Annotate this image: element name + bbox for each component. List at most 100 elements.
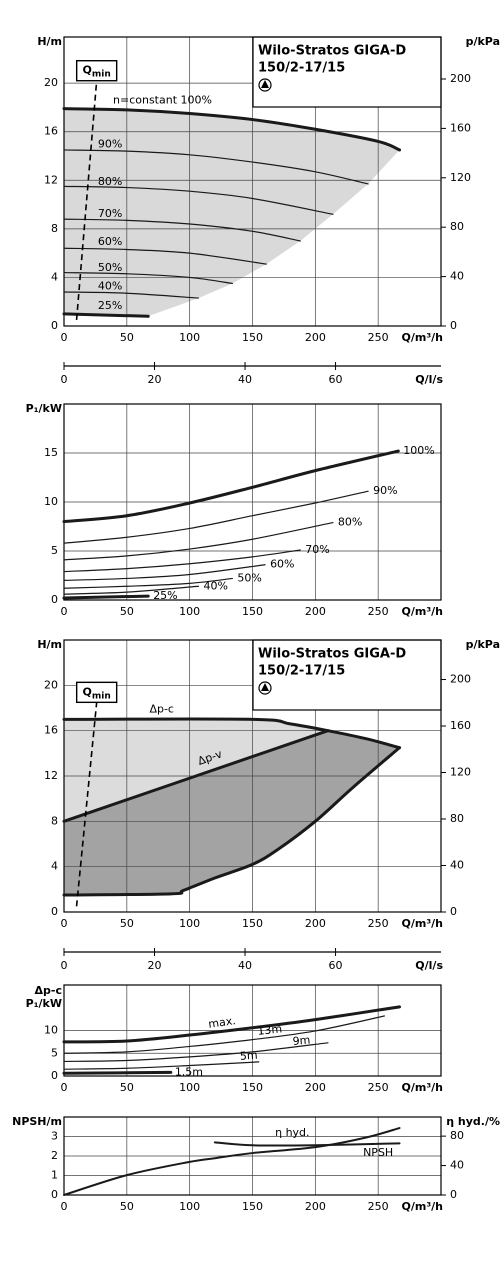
y2-tick-label: 40 <box>450 270 464 283</box>
curve <box>62 107 402 152</box>
y-tick-label: 12 <box>44 173 58 186</box>
plot-frame <box>63 403 442 601</box>
y-axis-label: H/m <box>37 35 62 48</box>
x-tick-label: 50 <box>120 1200 134 1213</box>
x-tick-label: 200 <box>305 1200 326 1213</box>
x-tick-label: 150 <box>242 1200 263 1213</box>
x-axis-label: Q/l/s <box>415 959 443 972</box>
x-tick-label: 100 <box>179 917 200 930</box>
curve-label: 5m <box>239 1049 258 1063</box>
plot-frame <box>63 36 442 327</box>
curve <box>63 549 301 573</box>
qmin-line <box>75 702 98 907</box>
qmin-line <box>75 80 98 320</box>
curve <box>62 746 402 897</box>
x-tick-label: 60 <box>329 959 343 972</box>
y-tick-label: 4 <box>51 270 58 283</box>
curve-label: η hyd. <box>275 1126 309 1139</box>
x-tick-label: 20 <box>148 373 162 386</box>
curve-label: 25% <box>153 589 177 602</box>
y2-tick-label: 40 <box>450 1159 464 1172</box>
y-tick-label: 16 <box>44 125 58 138</box>
curve <box>62 449 400 524</box>
curve-label: 70% <box>305 543 329 556</box>
curve <box>63 271 233 285</box>
curve-label: 40% <box>98 280 122 293</box>
x-axis-label: Q/m³/h <box>402 1081 444 1094</box>
y2-tick-label: 0 <box>450 319 457 332</box>
chart-title: 150/2-17/15 <box>258 61 345 76</box>
y-axis-label: NPSH/m <box>12 1115 62 1128</box>
curve <box>63 1042 329 1063</box>
curve-label: 40% <box>203 579 227 592</box>
curve-label: n=constant 100% <box>113 94 212 107</box>
x-tick-label: 50 <box>120 1081 134 1094</box>
x-tick-label: 200 <box>305 331 326 344</box>
y2-tick-label: 200 <box>450 72 471 85</box>
curve <box>63 1127 401 1196</box>
x-tick-label: 100 <box>179 331 200 344</box>
curve-label: NPSH <box>363 1146 393 1159</box>
y-tick-label: 15 <box>44 446 58 459</box>
curve-label: 60% <box>98 235 122 248</box>
y-tick-label: 4 <box>51 860 58 873</box>
x-tick-label: 40 <box>238 373 252 386</box>
y2-axis-label: p/kPa <box>466 35 500 48</box>
y-tick-label: 0 <box>51 593 58 606</box>
curve <box>63 564 266 581</box>
x-tick-label: 200 <box>305 917 326 930</box>
x-tick-label: 50 <box>120 605 134 618</box>
y-tick-label: 5 <box>51 544 58 557</box>
y-tick-label: 16 <box>44 724 58 737</box>
curve <box>63 521 334 561</box>
y-tick-label: 8 <box>51 222 58 235</box>
curve-label: 80% <box>98 175 122 188</box>
y-tick-label: 10 <box>44 1024 58 1037</box>
y2-tick-label: 120 <box>450 171 471 184</box>
x-tick-label: 40 <box>238 959 252 972</box>
curve <box>62 1005 402 1044</box>
y2-tick-label: 160 <box>450 719 471 732</box>
x-tick-label: 250 <box>368 331 389 344</box>
curve-label: max. <box>208 1014 237 1031</box>
curve-label: 90% <box>373 484 397 497</box>
y-axis-label: P₁/kW <box>26 402 62 415</box>
x-tick-label: 0 <box>61 373 68 386</box>
curve <box>63 149 369 185</box>
x-tick-label: 0 <box>61 331 68 344</box>
x-tick-label: 0 <box>61 959 68 972</box>
curve-label: 70% <box>98 207 122 220</box>
x-axis-label: Q/m³/h <box>402 1200 444 1213</box>
x-tick-label: 60 <box>329 373 343 386</box>
y-tick-label: 0 <box>51 905 58 918</box>
y-tick-label: 5 <box>51 1046 58 1059</box>
y-tick-label: 20 <box>44 678 58 691</box>
x-tick-label: 250 <box>368 1081 389 1094</box>
x-tick-label: 250 <box>368 1200 389 1213</box>
y-tick-label: 3 <box>51 1130 58 1143</box>
x-tick-label: 250 <box>368 605 389 618</box>
y2-tick-label: 0 <box>450 1188 457 1201</box>
curve <box>63 490 369 544</box>
curve <box>63 247 267 265</box>
y-axis-label: P₁/kW <box>26 997 62 1010</box>
x-tick-label: 0 <box>61 1081 68 1094</box>
curve <box>63 585 200 595</box>
x-tick-label: 150 <box>242 917 263 930</box>
y-tick-label: 8 <box>51 814 58 827</box>
curve-label: 50% <box>237 571 261 584</box>
curve <box>62 1070 173 1075</box>
x-axis-label: Q/m³/h <box>402 331 444 344</box>
x-tick-label: 200 <box>305 605 326 618</box>
x-tick-label: 0 <box>61 917 68 930</box>
y-tick-label: 1 <box>51 1169 58 1182</box>
curve <box>62 717 402 750</box>
qmin-label-main: Q <box>83 685 92 698</box>
y2-tick-label: 80 <box>450 1129 464 1142</box>
x-tick-label: 100 <box>179 1081 200 1094</box>
y2-tick-label: 40 <box>450 859 464 872</box>
x-tick-label: 150 <box>242 605 263 618</box>
y-tick-label: 2 <box>51 1149 58 1162</box>
curve-label: 50% <box>98 261 122 274</box>
